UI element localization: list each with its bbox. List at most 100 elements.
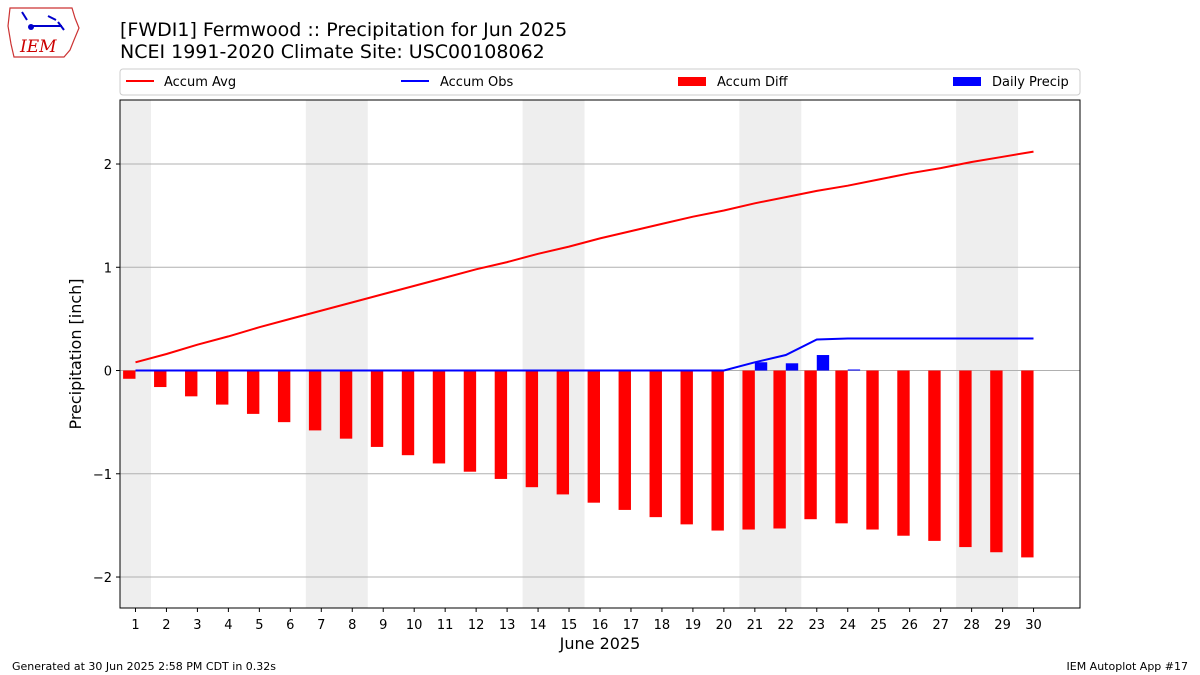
x-axis-label: June 2025 [559,634,641,653]
x-tick-label: 7 [317,618,325,633]
x-tick-label: 27 [932,618,949,633]
x-tick-label: 17 [623,618,640,633]
weekend-band [739,100,802,608]
accum-obs-line [135,337,1034,372]
accum-diff-bar [804,370,817,520]
x-tick-label: 18 [654,618,671,633]
accum-diff-bar [928,370,941,541]
x-tick-label: 26 [901,618,918,633]
weekend-band [120,100,151,608]
accum-diff-bar [680,370,693,525]
x-tick-label: 25 [870,618,887,633]
daily-precip-bar [785,363,799,371]
y-tick-label: 2 [104,158,112,173]
x-tick-label: 22 [778,618,795,633]
accum-diff-bar [556,370,570,495]
accum-diff-bar [711,370,724,531]
daily-precip-bar [847,369,861,371]
x-tick-label: 12 [468,618,485,633]
x-tick-label: 29 [994,618,1011,633]
weather-station-icon [21,11,65,31]
x-tick-label: 1 [131,618,139,633]
legend-box [119,68,1081,96]
y-tick-label: 1 [104,261,112,276]
accum-diff-bar [742,370,755,530]
y-tick-label: −2 [93,571,112,586]
legend-label-daily-precip: Daily Precip [992,75,1069,90]
accum-diff-bar [339,370,353,439]
accum-diff-bar [123,370,136,379]
daily-precip-bar [754,362,768,371]
x-tick-label: 28 [963,618,980,633]
accum-diff-bar [835,370,848,524]
accum-diff-bar [866,370,879,530]
x-tick-label: 15 [561,618,578,633]
x-tick-label: 30 [1025,618,1042,633]
daily-precip-bar [816,355,830,371]
accum-diff-bar [773,370,786,529]
legend-label-accum-diff: Accum Diff [717,75,789,90]
accum-diff-bar [370,370,384,447]
weekend-band [305,100,368,608]
x-tick-label: 3 [193,618,201,633]
x-tick-label: 4 [224,618,232,633]
accum-diff-bar [401,370,415,456]
iem-logo: IEM [7,7,80,58]
x-tick-label: 8 [348,618,356,633]
accum-diff-bar [494,370,508,479]
accum-diff-bar [587,370,600,503]
accum-avg-line [135,150,1034,364]
y-tick-label: 0 [104,365,112,380]
x-axis-ticks: 1 2 3 4 5 6 7 8 9 10 11 12 13 14 15 16 17 18 19 20 21 22 23 24 2… [131,608,1042,633]
y-tick-label: −1 [93,468,112,483]
accum-diff-bar [525,370,539,488]
accum-diff-bar [618,370,631,510]
x-tick-label: 19 [685,618,702,633]
x-tick-label: 24 [839,618,856,633]
y-axis-ticks: −2 −1 0 1 2 [93,158,120,586]
x-tick-label: 16 [592,618,609,633]
accum-diff-bars [123,370,1034,558]
footer-generated: Generated at 30 Jun 2025 2:58 PM CDT in … [12,660,276,673]
legend: Accum Avg Accum Obs Accum Diff Daily Pre… [119,68,1081,96]
x-tick-label: 23 [809,618,826,633]
x-tick-label: 13 [499,618,516,633]
x-tick-label: 10 [406,618,423,633]
accum-diff-bar [246,370,260,414]
accum-diff-bar [308,370,322,431]
x-tick-label: 2 [162,618,170,633]
weekend-shading [120,100,1019,608]
accum-diff-bar [463,370,477,472]
legend-label-accum-avg: Accum Avg [164,75,236,90]
legend-label-accum-obs: Accum Obs [440,75,513,90]
logo-text: IEM [19,37,57,57]
station-dot-icon [28,24,34,30]
x-tick-label: 5 [255,618,263,633]
y-axis-label: Precipitation [inch] [66,278,85,429]
x-tick-label: 21 [747,618,764,633]
x-tick-label: 20 [716,618,733,633]
weekend-band [522,100,585,608]
daily-precip-bars [754,355,861,371]
chart-title: [FWDI1] Fermwood :: Precipitation for Ju… [120,19,567,41]
x-tick-label: 14 [530,618,547,633]
accum-diff-bar [1021,370,1034,558]
accum-diff-bar [185,370,198,397]
accum-diff-bar [432,370,446,464]
accum-diff-bar [277,370,291,423]
legend-swatch-daily-precip [953,77,981,86]
accum-diff-bar [216,370,229,405]
accum-diff-bar [990,370,1003,553]
x-tick-label: 6 [286,618,294,633]
accum-diff-bar [897,370,910,536]
legend-swatch-accum-diff [678,77,706,86]
footer-app: IEM Autoplot App #17 [1067,660,1189,673]
x-tick-label: 9 [379,618,387,633]
chart-subtitle: NCEI 1991-2020 Climate Site: USC00108062 [120,41,545,63]
accum-diff-bar [649,370,662,518]
accum-lines [135,150,1034,372]
iowa-map-outline [7,7,80,58]
x-tick-label: 11 [437,618,454,633]
accum-diff-bar [959,370,972,548]
